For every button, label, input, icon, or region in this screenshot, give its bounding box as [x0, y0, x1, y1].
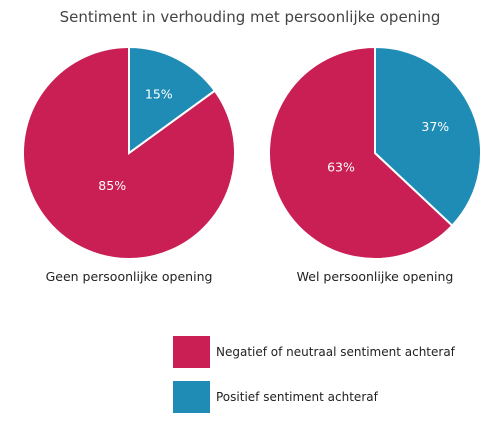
pie-label-wel: Wel persoonlijke opening [297, 269, 454, 284]
pie-label-geen: Geen persoonlijke opening [46, 269, 213, 284]
legend-swatch-negatief [173, 336, 210, 368]
pie-wel-persoonlijke-opening: 63% 37% [268, 45, 482, 260]
pie-1-label-positief: 37% [421, 119, 449, 134]
pie-1-slice-negatief [268, 45, 454, 260]
legend-label-positief: Positief sentiment achteraf [216, 390, 379, 404]
pie-0-slice-positief [128, 45, 217, 155]
chart-title: Sentiment in verhouding met persoonlijke… [60, 8, 441, 26]
legend: Negatief of neutraal sentiment achteraf … [173, 336, 456, 413]
pie-0-label-negatief: 85% [98, 178, 126, 193]
legend-label-negatief: Negatief of neutraal sentiment achteraf [216, 345, 456, 359]
pie-0-label-positief: 15% [145, 86, 173, 101]
legend-swatch-positief [173, 381, 210, 413]
pie-1-label-negatief: 63% [327, 160, 355, 175]
pie-geen-persoonlijke-opening: 85% 15% [22, 45, 236, 260]
pie-1-slice-positief [374, 45, 482, 227]
